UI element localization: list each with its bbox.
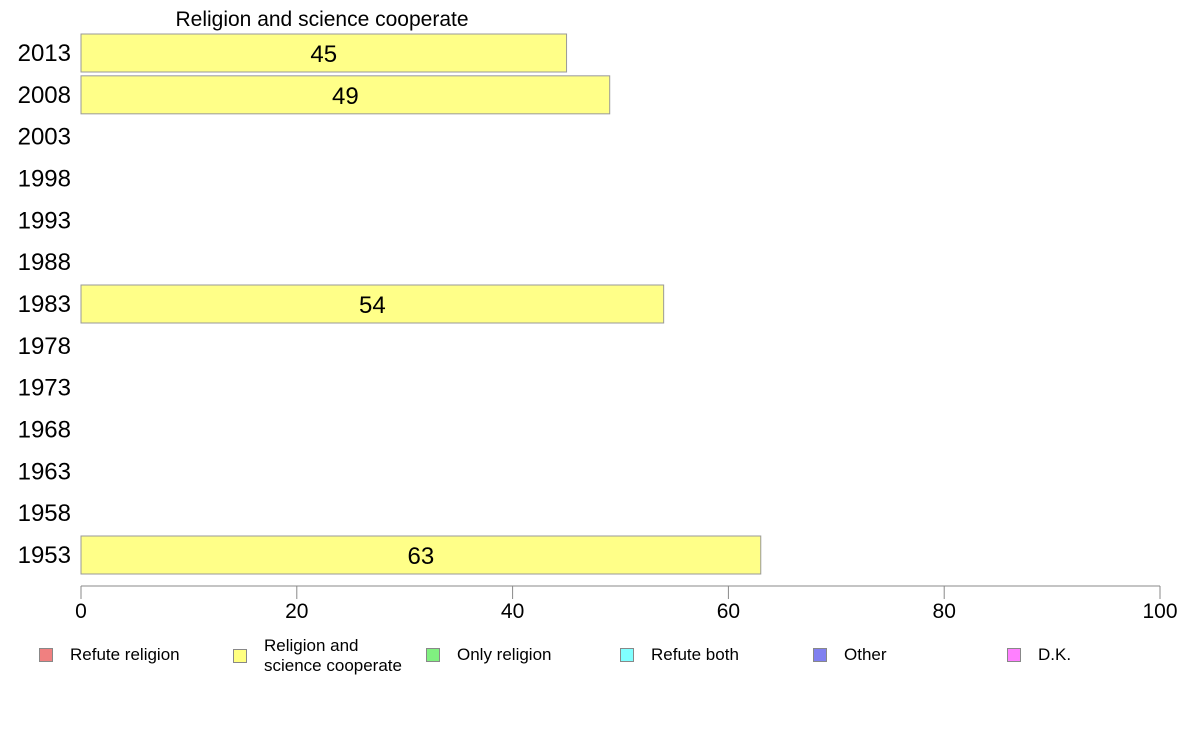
legend-item: D.K. <box>1007 645 1071 665</box>
legend-label: Refute both <box>651 645 739 664</box>
legend: Refute religion Religion and science coop… <box>0 636 1188 686</box>
legend-swatch <box>426 648 440 662</box>
bar-value-label: 45 <box>310 41 337 68</box>
legend-item: Refute religion <box>39 645 180 665</box>
y-axis-labels: 2013 2008 2003 1998 1993 1988 1983 1978 1973 1968… <box>18 40 71 569</box>
legend-label: D.K. <box>1038 645 1072 664</box>
x-tick-label: 40 <box>501 600 524 623</box>
x-axis: 0 20 40 60 80 100 <box>75 585 1178 623</box>
legend-label: Religion and science cooperate <box>264 636 402 675</box>
bar-value-label: 54 <box>359 292 386 319</box>
legend-swatch <box>620 648 634 662</box>
y-tick-label: 2008 <box>18 82 71 109</box>
y-tick-label: 1993 <box>18 207 71 234</box>
legend-label: Other <box>844 645 887 664</box>
x-tick-label: 100 <box>1142 600 1177 623</box>
y-tick-label: 1988 <box>18 249 71 276</box>
legend-swatch <box>813 648 827 662</box>
bar <box>80 33 568 73</box>
legend-label: Refute religion <box>70 645 180 664</box>
y-tick-label: 2003 <box>18 124 71 151</box>
x-tick-label: 0 <box>75 600 87 623</box>
legend-swatch <box>39 648 53 662</box>
legend-item: Religion and science cooperate <box>233 636 402 676</box>
legend-item: Other <box>813 645 887 665</box>
x-tick-label: 20 <box>285 600 308 623</box>
y-tick-label: 2013 <box>18 40 71 67</box>
legend-item: Refute both <box>620 645 739 665</box>
bar <box>80 535 762 575</box>
bar-chart: Religion and science cooperate 45495463 … <box>18 8 1178 623</box>
bar-value-label: 63 <box>408 543 435 570</box>
y-tick-label: 1963 <box>18 458 71 485</box>
legend-label: Only religion <box>457 645 552 664</box>
bar-value-label: 49 <box>332 83 359 110</box>
y-tick-label: 1973 <box>18 375 71 402</box>
y-tick-label: 1998 <box>18 166 71 193</box>
y-tick-label: 1953 <box>18 542 71 569</box>
x-tick-label: 80 <box>933 600 956 623</box>
chart-title: Religion and science cooperate <box>175 8 468 31</box>
x-tick-label: 60 <box>717 600 740 623</box>
legend-swatch <box>233 649 247 663</box>
y-tick-label: 1968 <box>18 417 71 444</box>
y-tick-label: 1978 <box>18 333 71 360</box>
y-tick-label: 1983 <box>18 291 71 318</box>
bar <box>80 75 611 115</box>
bars-layer: 45 49 54 63 <box>80 33 762 575</box>
bar <box>80 284 665 324</box>
y-tick-label: 1958 <box>18 500 71 527</box>
legend-item: Only religion <box>426 645 552 665</box>
legend-swatch <box>1007 648 1021 662</box>
